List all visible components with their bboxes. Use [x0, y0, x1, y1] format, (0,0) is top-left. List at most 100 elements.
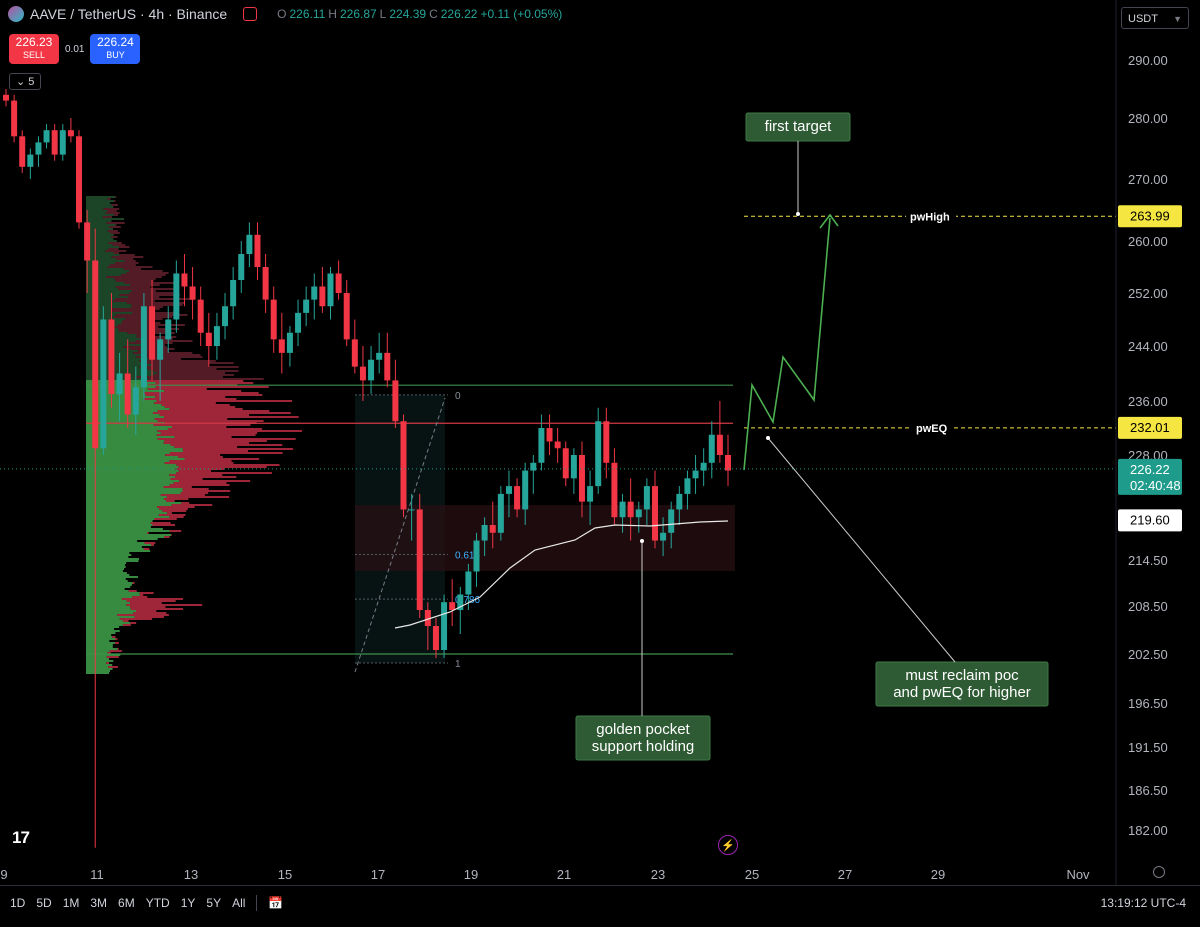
symbol-title[interactable]: AAVE / TetherUS · 4h · Binance	[30, 6, 228, 22]
volume-profile-bar	[169, 452, 283, 454]
timeframe-button[interactable]: All	[232, 896, 246, 910]
fib-label: 0.786	[455, 595, 480, 606]
volume-profile-bar	[86, 434, 157, 436]
settings-icon[interactable]	[1153, 866, 1165, 878]
volume-profile-bar	[169, 484, 230, 486]
arrow-head-icon	[819, 213, 839, 229]
candle	[481, 525, 488, 541]
candle	[67, 130, 74, 137]
volume-profile-bar	[86, 628, 115, 630]
volume-profile-bar	[113, 214, 118, 216]
candle	[725, 455, 731, 471]
timeframe-button[interactable]: YTD	[145, 896, 170, 910]
volume-profile-bar	[86, 394, 146, 396]
candle	[351, 339, 358, 367]
market-status-icon[interactable]	[243, 7, 258, 21]
volume-profile-bar	[86, 460, 170, 462]
candle	[473, 540, 480, 572]
sell-button[interactable]: 226.23 SELL	[9, 34, 59, 64]
buy-button[interactable]: 226.24 BUY	[90, 34, 141, 64]
volume-profile-bar	[86, 256, 112, 258]
timeframe-button[interactable]: 5D	[36, 896, 52, 910]
volume-profile-bar	[86, 200, 115, 202]
volume-profile-bar	[121, 598, 183, 600]
volume-profile-bar	[155, 386, 269, 388]
x-tick-label: 11	[90, 867, 104, 882]
volume-profile-bar	[86, 480, 180, 482]
candle	[157, 339, 164, 360]
volume-profile-bar	[86, 254, 120, 256]
timeframe-button[interactable]: 6M	[118, 896, 135, 910]
volume-profile-bar	[110, 264, 136, 266]
timeframe-button[interactable]: 1Y	[180, 896, 196, 910]
y-tick-label: 270.00	[1128, 172, 1168, 187]
x-tick-label: 17	[371, 867, 385, 882]
timeframe-button[interactable]: 5Y	[206, 896, 222, 910]
volume-profile-bar	[132, 582, 135, 584]
volume-profile-bar	[86, 620, 124, 622]
timeframe-button[interactable]: 1D	[10, 896, 26, 910]
volume-profile-bar	[132, 596, 148, 598]
volume-profile-bar	[86, 294, 120, 296]
candle	[319, 286, 326, 307]
timeframe-button[interactable]: 1M	[62, 896, 80, 910]
x-axis[interactable]: 9 11 13 15 17 19 21 23 25 27 29 Nov	[0, 867, 1090, 882]
volume-profile-bar	[181, 502, 190, 504]
volume-profile-bar	[117, 648, 119, 650]
volume-profile-bar	[119, 618, 153, 620]
volume-profile-bar	[86, 552, 130, 554]
volume-profile-bar	[156, 434, 256, 436]
volume-profile-bar	[86, 498, 164, 500]
volume-profile-bar	[105, 212, 120, 214]
volume-profile-bar	[143, 548, 150, 550]
volume-profile-bar	[126, 302, 186, 304]
volume-profile-bar	[150, 522, 171, 524]
volume-profile-bar	[131, 306, 163, 308]
volume-profile-bar	[151, 544, 154, 546]
volume-profile-bar	[176, 472, 272, 474]
candle	[465, 571, 472, 595]
y-axis[interactable]: 290.00 280.00 270.00 260.00 252.00 244.00 236.…	[1115, 0, 1182, 885]
x-tick-label: Nov	[1066, 867, 1090, 882]
volume-profile-bar	[86, 622, 131, 624]
volume-profile-bar	[86, 442, 164, 444]
volume-profile-bar	[113, 252, 120, 254]
volume-profile-bar	[86, 198, 108, 200]
volume-profile-bar	[111, 204, 118, 206]
volume-profile-bar	[86, 242, 109, 244]
volume-profile-bar	[86, 596, 133, 598]
volume-profile-bar	[183, 450, 249, 452]
candle	[335, 273, 342, 293]
volume-profile-bar	[135, 356, 203, 358]
candle	[165, 319, 172, 340]
candle	[400, 421, 407, 510]
volume-profile-bar	[170, 478, 203, 480]
volume-profile-bar	[119, 246, 130, 248]
volume-profile-bar	[86, 608, 131, 610]
volume-profile-bar	[114, 262, 139, 264]
volume-profile-bar	[86, 586, 131, 588]
date-range-icon[interactable]: 📅	[268, 896, 284, 910]
volume-profile-bar	[86, 502, 182, 504]
volume-profile-bar	[167, 512, 172, 514]
volume-profile-bar	[86, 300, 113, 302]
volume-profile-bar	[86, 304, 132, 306]
candle	[11, 100, 18, 137]
volume-profile-bar	[86, 560, 139, 562]
y-tick-label: 208.50	[1128, 599, 1168, 614]
lightning-icon[interactable]: ⚡	[718, 835, 738, 855]
volume-profile-bar	[86, 634, 112, 636]
currency-selector[interactable]: USDT ▼	[1121, 7, 1189, 29]
volume-profile-bar	[86, 508, 160, 510]
timeframe-button[interactable]: 3M	[90, 896, 108, 910]
volume-profile-bar	[115, 196, 117, 198]
candle	[270, 299, 277, 340]
volume-profile-bar	[86, 248, 109, 250]
volume-profile-bar	[86, 582, 133, 584]
volume-profile-bar	[169, 408, 243, 410]
volume-profile-bar	[157, 420, 264, 422]
volume-profile-bar	[86, 486, 164, 488]
volume-profile-bar	[106, 662, 109, 664]
indicators-toggle[interactable]: ⌄ 5	[9, 73, 42, 90]
